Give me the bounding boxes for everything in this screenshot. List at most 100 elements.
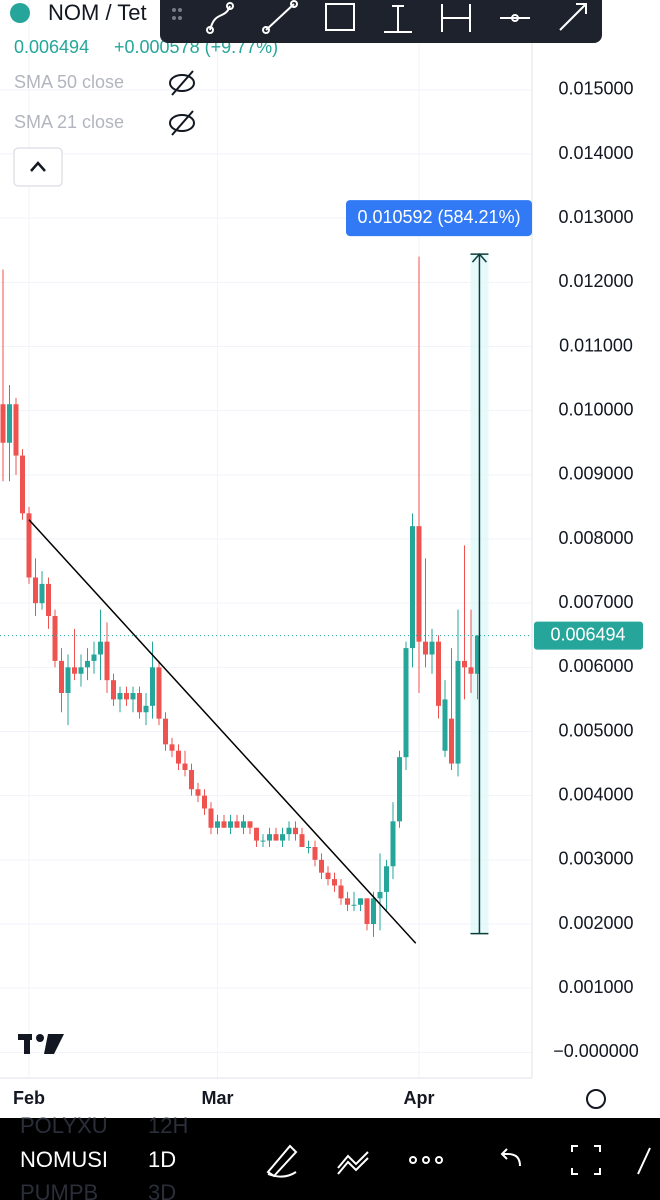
candle-body <box>104 641 110 681</box>
y-tick-label: 0.003000 <box>558 849 633 869</box>
candle-body <box>416 526 422 642</box>
candle-body <box>85 660 90 668</box>
plot <box>0 252 532 944</box>
candle-body <box>98 641 103 655</box>
symbol-selected[interactable]: NOMUSI <box>20 1147 108 1172</box>
y-tick-label: 0.006000 <box>558 656 633 676</box>
candle-body <box>33 577 38 604</box>
indicator[interactable]: SMA 21 close <box>14 112 124 132</box>
y-tick-label: 0.007000 <box>558 592 633 612</box>
candle-body <box>46 583 51 616</box>
collapse-button[interactable] <box>13 147 63 187</box>
candle-body <box>455 660 461 764</box>
candle-body <box>156 667 162 719</box>
interval-option[interactable]: 3D <box>148 1180 176 1200</box>
candle-body <box>221 821 227 828</box>
candle-body <box>0 404 6 443</box>
y-tick-label: 0.008000 <box>558 528 633 548</box>
settings-icon[interactable] <box>586 1089 606 1109</box>
candle-body <box>91 654 97 661</box>
y-tick-label: 0.002000 <box>558 913 633 933</box>
candle-body <box>169 744 175 751</box>
candle-body <box>78 667 84 674</box>
candle-body <box>163 718 168 745</box>
candle-body <box>254 827 259 841</box>
candle-body <box>13 404 19 456</box>
logo <box>18 1034 64 1054</box>
candle-body <box>215 821 220 828</box>
interval-selected[interactable]: 1D <box>148 1147 176 1172</box>
candle-body <box>130 693 136 700</box>
indicator[interactable]: SMA 50 close <box>14 72 124 92</box>
x-tick-label: Feb <box>13 1088 45 1108</box>
candle-body <box>20 455 25 514</box>
candle-body <box>390 821 396 867</box>
interval-option[interactable]: 12H <box>148 1113 188 1138</box>
x-tick-label: Mar <box>201 1088 233 1108</box>
candle-body <box>403 648 409 758</box>
candle-body <box>176 750 181 764</box>
candle-body <box>397 757 402 822</box>
candle-body <box>189 770 194 790</box>
candle-body <box>137 693 142 713</box>
measure-label: 0.010592 (584.21%) <box>357 207 520 227</box>
candle-body <box>195 789 201 796</box>
candle-body <box>208 808 214 828</box>
y-tick-label: 0.001000 <box>558 977 633 997</box>
candle-body <box>260 840 266 842</box>
candle-body <box>59 660 64 693</box>
candle-body <box>410 526 415 649</box>
candle-body <box>280 834 285 841</box>
candle-body <box>234 821 240 828</box>
y-tick-label: 0.013000 <box>558 207 633 227</box>
y-tick-label: 0.015000 <box>558 79 633 99</box>
candle-body <box>228 821 233 828</box>
candle-body <box>299 834 305 847</box>
candle-body <box>423 641 428 655</box>
candle-body <box>475 635 480 674</box>
candle-body <box>293 827 298 835</box>
last-price-label: 0.006494 <box>550 624 625 644</box>
candle-body <box>306 847 311 848</box>
candle-body <box>286 827 292 835</box>
candle-body <box>26 513 32 578</box>
candle-body <box>358 898 363 905</box>
y-tick-label: 0.010000 <box>558 399 633 419</box>
candle-body <box>442 699 448 751</box>
candle-body <box>143 705 149 713</box>
symbol[interactable]: NOM / Tet <box>48 0 147 25</box>
candle-body <box>267 834 272 841</box>
y-tick-label: −0.000000 <box>553 1041 639 1061</box>
price: 0.006494 <box>14 37 89 57</box>
x-tick-label: Apr <box>404 1088 435 1108</box>
symbol-option[interactable]: POLYXU <box>20 1113 108 1138</box>
measure-label-box <box>346 200 532 237</box>
y-tick-label: 0.004000 <box>558 784 633 804</box>
bottom-icons[interactable] <box>266 1144 651 1178</box>
hide-icons[interactable] <box>169 70 195 136</box>
y-tick-label: 0.014000 <box>558 143 633 163</box>
candle-body <box>202 795 207 809</box>
symbol-option[interactable]: PUMPB <box>20 1180 98 1200</box>
candle-body <box>39 583 45 604</box>
trend-line <box>28 519 417 944</box>
y-tick-label: 0.005000 <box>558 720 633 740</box>
chevron-icon <box>30 161 46 172</box>
candle-body <box>124 693 129 700</box>
candle-body <box>319 859 324 873</box>
candle-body <box>111 680 116 700</box>
candle-body <box>351 904 357 906</box>
y-tick-label: 0.011000 <box>559 335 633 355</box>
candle-body <box>384 866 389 892</box>
candle-body <box>468 667 474 674</box>
candle-body <box>371 898 376 924</box>
candle-body <box>182 763 188 770</box>
candle-body <box>52 616 58 661</box>
candle-body <box>338 885 344 899</box>
candle-body <box>312 847 318 860</box>
toolbar-icons[interactable] <box>172 0 587 34</box>
candle-body <box>377 891 383 899</box>
